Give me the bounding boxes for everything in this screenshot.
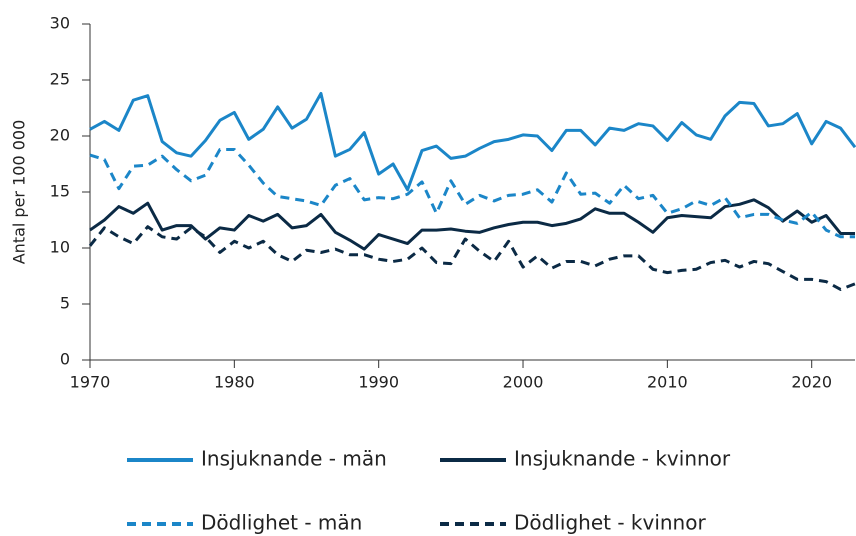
legend-label: Dödlighet - kvinnor <box>514 511 706 535</box>
x-tick-label: 1970 <box>70 373 111 392</box>
legend-label: Insjuknande - män <box>201 447 387 471</box>
y-tick-label: 0 <box>60 350 70 369</box>
legend-label: Insjuknande - kvinnor <box>514 447 731 471</box>
y-tick-label: 5 <box>60 294 70 313</box>
x-tick-label: 2010 <box>647 373 688 392</box>
y-tick-label: 20 <box>50 126 70 145</box>
y-tick-label: 30 <box>50 14 70 33</box>
x-tick-label: 2000 <box>503 373 544 392</box>
x-tick-label: 1980 <box>214 373 255 392</box>
y-tick-label: 10 <box>50 238 70 257</box>
y-axis-label: Antal per 100 000 <box>10 120 29 265</box>
x-tick-label: 1990 <box>358 373 399 392</box>
legend-label: Dödlighet - män <box>201 511 362 535</box>
line <box>89 147 855 239</box>
y-tick-label: 15 <box>50 182 70 201</box>
line <box>89 91 856 192</box>
y-tick-label: 25 <box>50 70 70 89</box>
line <box>88 225 856 291</box>
x-tick-label: 2020 <box>791 373 832 392</box>
line <box>89 198 855 251</box>
